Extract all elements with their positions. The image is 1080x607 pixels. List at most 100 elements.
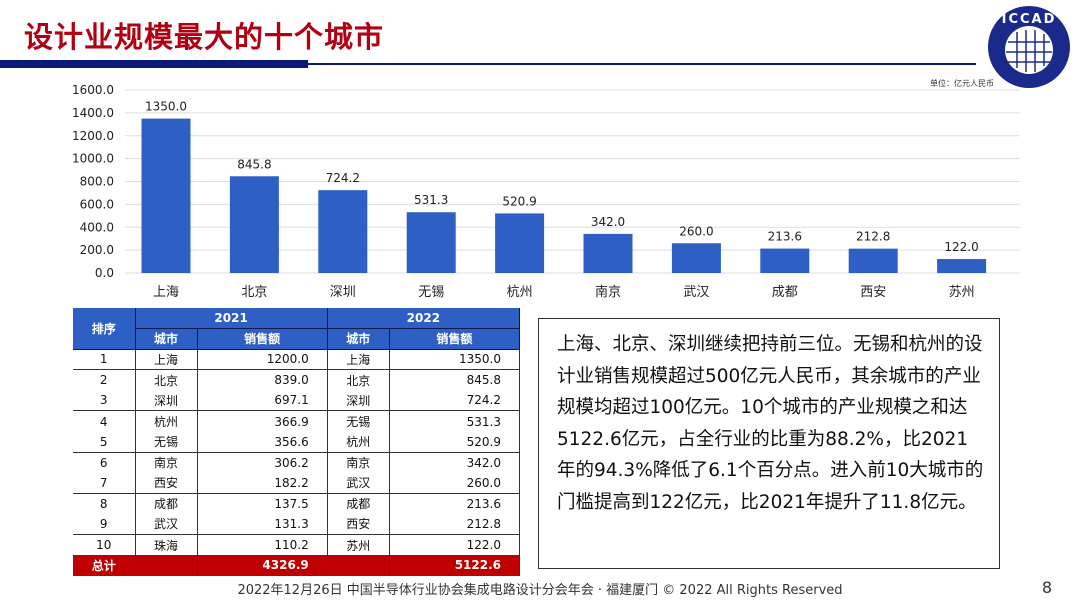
city-cell: 武汉 [327, 472, 390, 494]
sales-cell: 122.0 [389, 534, 521, 556]
rank-cell: 5 [73, 431, 136, 453]
rank-cell: 2 [73, 369, 136, 391]
title-underline-thin [308, 63, 976, 65]
table-row: 9 武汉 131.3 西安 212.8 [73, 513, 521, 536]
city-cell: 上海 [327, 349, 390, 371]
bar [406, 212, 456, 273]
data-label: 213.6 [768, 230, 802, 244]
data-label: 1350.0 [145, 100, 187, 114]
x-tick-label: 西安 [860, 285, 886, 300]
city-cell: 南京 [135, 452, 198, 473]
city-header: 城市 [135, 328, 198, 350]
data-label: 520.9 [502, 194, 536, 208]
y-tick-label: 1600.0 [72, 83, 114, 97]
rank-cell: 3 [73, 390, 136, 412]
title-underline-thick [0, 60, 308, 68]
city-header: 城市 [327, 328, 390, 350]
footer-text: 2022年12月26日 中国半导体行业协会集成电路设计分会年会 · 福建厦门 ©… [237, 583, 843, 598]
bar [848, 248, 898, 273]
table-row: 3 深圳 697.1 深圳 724.2 [73, 390, 521, 412]
sales-cell: 131.3 [197, 513, 328, 536]
sales-cell: 260.0 [389, 472, 521, 494]
sales-cell: 137.5 [197, 493, 328, 514]
total-label: 总计 [73, 555, 136, 576]
data-label: 212.8 [856, 230, 890, 244]
city-cell: 南京 [327, 452, 390, 473]
y-tick-label: 200.0 [80, 243, 114, 257]
year-header: 2022 [327, 308, 521, 330]
sales-cell: 366.9 [197, 410, 328, 432]
city-cell: 北京 [135, 369, 198, 391]
empty-cell [135, 555, 198, 576]
city-cell: 杭州 [327, 431, 390, 453]
y-tick-label: 800.0 [80, 175, 114, 189]
sales-cell: 306.2 [197, 452, 328, 473]
bar [671, 243, 721, 273]
sales-cell: 342.0 [389, 452, 521, 473]
rank-cell: 10 [73, 534, 136, 556]
bar [318, 190, 368, 273]
sales-cell: 697.1 [197, 390, 328, 412]
city-cell: 西安 [327, 513, 390, 536]
iccad-logo-icon: ICCAD [988, 6, 1070, 88]
x-tick-label: 武汉 [683, 285, 709, 300]
sales-cell: 182.2 [197, 472, 328, 494]
city-cell: 珠海 [135, 534, 198, 556]
city-cell: 无锡 [135, 431, 198, 453]
city-cell: 苏州 [327, 534, 390, 556]
sales-cell: 212.8 [389, 513, 521, 536]
city-cell: 深圳 [135, 390, 198, 412]
sales-header: 销售额 [197, 328, 328, 350]
data-label: 260.0 [679, 224, 713, 238]
total-row: 总计 4326.9 5122.6 [73, 555, 521, 576]
y-tick-label: 1200.0 [72, 129, 114, 143]
bar [583, 233, 633, 273]
table-row: 1 上海 1200.0 上海 1350.0 [73, 349, 521, 371]
empty-cell [327, 555, 390, 576]
total-2021: 4326.9 [197, 555, 328, 576]
sales-cell: 356.6 [197, 431, 328, 453]
total-2022: 5122.6 [389, 555, 521, 576]
table-row: 8 成都 137.5 成都 213.6 [73, 493, 521, 514]
bar [141, 118, 191, 273]
rank-cell: 6 [73, 452, 136, 473]
sales-cell: 724.2 [389, 390, 521, 412]
y-tick-label: 600.0 [80, 197, 114, 211]
data-label: 342.0 [591, 215, 625, 229]
unit-label: 单位：亿元人民币 [930, 79, 994, 88]
city-cell: 武汉 [135, 513, 198, 536]
bar [937, 259, 987, 273]
y-tick-label: 400.0 [80, 220, 114, 234]
bar [229, 176, 279, 273]
city-cell: 杭州 [135, 410, 198, 432]
page-title: 设计业规模最大的十个城市 [24, 20, 385, 54]
data-label: 845.8 [237, 157, 271, 171]
sales-header: 销售额 [389, 328, 521, 350]
summary-text: 上海、北京、深圳继续把持前三位。无锡和杭州的设计业销售规模超过500亿元人民币，… [538, 318, 1000, 569]
sales-cell: 110.2 [197, 534, 328, 556]
sales-cell: 213.6 [389, 493, 521, 514]
city-cell: 无锡 [327, 410, 390, 432]
ranking-table: 排序 2021 2022 城市 销售额 城市 销售额 1 上海 1200.0 上海 13… [73, 308, 521, 576]
data-label: 724.2 [326, 171, 360, 185]
rank-cell: 4 [73, 410, 136, 432]
table-row: 7 西安 182.2 武汉 260.0 [73, 472, 521, 494]
sales-cell: 1350.0 [389, 349, 521, 371]
x-tick-label: 无锡 [418, 285, 444, 300]
x-tick-label: 成都 [772, 285, 798, 300]
city-cell: 上海 [135, 349, 198, 371]
table-row: 4 杭州 366.9 无锡 531.3 [73, 410, 521, 432]
bar [760, 248, 810, 273]
city-cell: 成都 [135, 493, 198, 514]
y-tick-label: 1000.0 [72, 152, 114, 166]
table-row: 6 南京 306.2 南京 342.0 [73, 452, 521, 473]
bar [495, 213, 545, 273]
city-cell: 西安 [135, 472, 198, 494]
rank-cell: 9 [73, 513, 136, 536]
table-row: 5 无锡 356.6 杭州 520.9 [73, 431, 521, 453]
rank-cell: 8 [73, 493, 136, 514]
sales-cell: 1200.0 [197, 349, 328, 371]
x-tick-label: 北京 [241, 285, 267, 300]
y-tick-label: 1400.0 [72, 106, 114, 120]
sales-cell: 520.9 [389, 431, 521, 453]
